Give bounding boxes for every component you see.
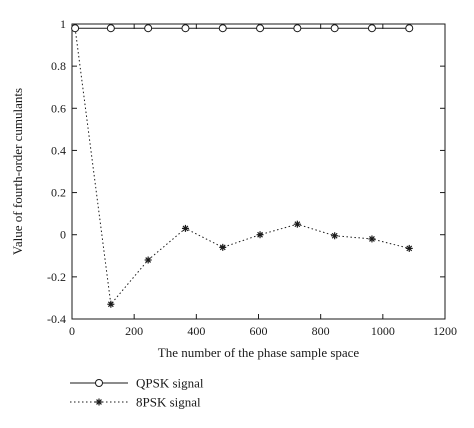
qpsk-data-point [293,24,302,33]
axis-ticks: 0 200 400 600 800 1000 1200 -0.4 -0.2 0 0.2 0.4 0.6 0… [47,17,457,338]
qpsk-data-point [218,24,227,33]
y-tick-label: -0.4 [47,312,66,326]
x-axis-label: The number of the phase sample space [158,345,360,360]
eight-psk-data-point [331,232,339,240]
y-tick-label: 0.2 [51,186,66,200]
qpsk-data-point [181,24,190,33]
qpsk-data-point [256,24,265,33]
x-tick-label: 1000 [371,324,395,338]
eight-psk-data-point [144,256,152,264]
eight-psk-data-point [405,244,413,252]
eight-psk-data-point [256,231,264,239]
qpsk-data-point [405,24,414,33]
qpsk-data-point [330,24,339,33]
legend-label: QPSK signal [136,376,204,391]
y-axis-label: Value of fourth-order cumulants [10,88,25,255]
y-tick-label: -0.2 [47,270,66,284]
eight-psk-data-point [219,243,227,251]
eight-psk-data-point [107,300,115,308]
plot-area [71,23,446,320]
series-layer [71,24,414,308]
legend-marker [95,379,103,387]
eight-psk-data-point [368,235,376,243]
qpsk-data-point [71,24,80,33]
qpsk-data-point [144,24,153,33]
qpsk-data-point [106,24,115,33]
legend: QPSK signal 8PSK signal [70,376,204,410]
x-tick-label: 200 [125,324,143,338]
y-tick-label: 1 [60,17,66,31]
eight-psk-data-point [293,220,301,228]
legend-marker [95,398,103,406]
x-tick-label: 1200 [433,324,457,338]
y-tick-label: 0.8 [51,59,66,73]
x-tick-label: 400 [187,324,205,338]
eight-psk-data-point [181,224,189,232]
legend-label: 8PSK signal [136,395,201,410]
x-tick-label: 800 [312,324,330,338]
y-tick-label: 0.4 [51,143,66,157]
qpsk-data-point [367,24,376,33]
y-tick-label: 0 [60,228,66,242]
x-tick-label: 0 [69,324,75,338]
y-tick-label: 0.6 [51,101,66,115]
x-tick-label: 600 [250,324,268,338]
